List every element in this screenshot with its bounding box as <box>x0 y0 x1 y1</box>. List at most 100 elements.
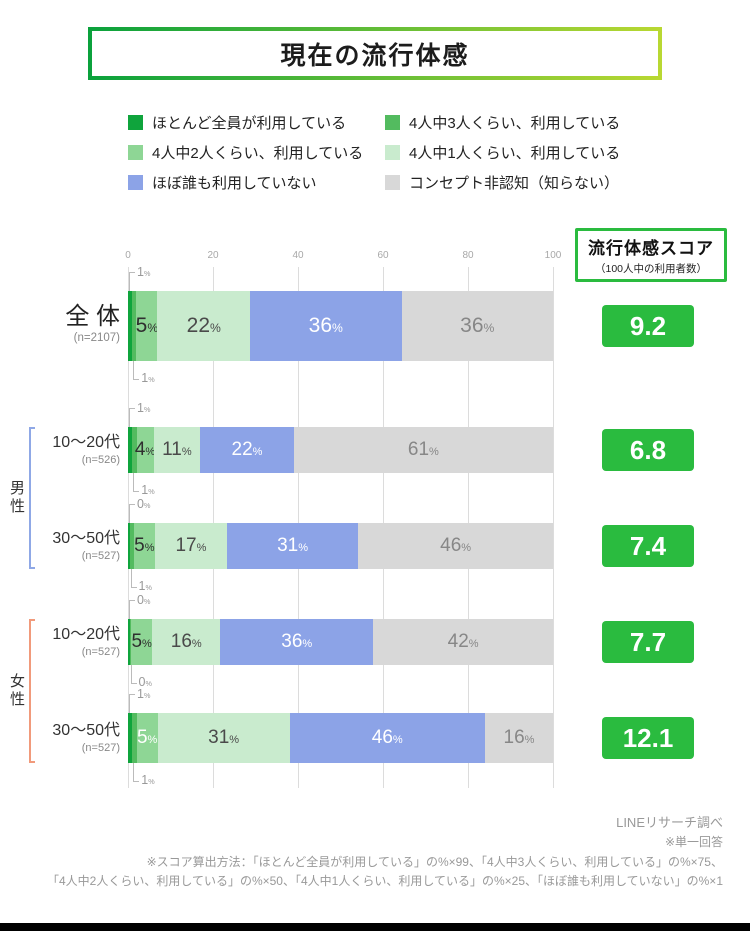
bar-row: 5% 17% 31% 46% <box>128 523 553 569</box>
row-label-text: 30〜50代 <box>52 722 120 739</box>
percent-sign: % <box>468 638 479 650</box>
legend-swatch <box>128 114 143 130</box>
group-label: 女性 <box>8 673 25 709</box>
bar-segment: 4% <box>134 427 156 473</box>
segment-value-label: 42% <box>447 631 479 652</box>
bar-segment: 5% <box>131 619 153 665</box>
row-sample-size: (n=526) <box>81 454 120 466</box>
callout-top: 1% <box>129 687 150 713</box>
bar-segment: 16% <box>152 619 221 665</box>
row-sample-size: (n=527) <box>81 550 120 562</box>
group-label: 男性 <box>8 480 25 516</box>
percent-sign: % <box>392 734 403 746</box>
bar-segment <box>128 619 130 665</box>
x-axis-tick-label: 80 <box>462 250 474 261</box>
row-label: 10〜20代 (n=527) <box>0 625 120 659</box>
bar-row: 5% 22% 36% 36% <box>128 291 553 361</box>
footer: LINEリサーチ調べ ※単一回答 ※スコア算出方法：「ほとんど全員が利用している… <box>23 812 723 892</box>
segment-value-label: 5% <box>136 727 158 748</box>
bar-row: 4% 11% 22% 61% <box>128 427 553 473</box>
callout-line <box>133 763 140 782</box>
percent-sign: % <box>191 638 202 650</box>
callout-line <box>129 272 135 291</box>
score-badge: 6.8 <box>602 429 694 471</box>
percent-sign: % <box>483 321 495 335</box>
row-sample-size: (n=527) <box>81 646 120 658</box>
score-header-subtitle: （100人中の利用者数） <box>594 263 708 275</box>
callout-line <box>133 361 140 380</box>
legend-label: ほとんど全員が利用している <box>152 114 347 132</box>
title-box-inner: 現在の流行体感 <box>92 31 658 76</box>
percent-sign: % <box>524 734 535 746</box>
bar-segment: 5% <box>136 291 158 361</box>
segment-value-label: 46% <box>440 535 472 556</box>
group-bracket <box>29 619 35 763</box>
bar-segment: 5% <box>136 713 158 763</box>
footer-source: LINEリサーチ調べ <box>616 815 723 830</box>
segment-value-label: 36% <box>460 314 495 337</box>
legend-item: ほとんど全員が利用している <box>128 112 346 132</box>
callout-bottom: 1% <box>130 569 152 593</box>
segment-value-label: 36% <box>308 314 343 337</box>
segment-value-label: 4% <box>134 439 156 460</box>
bar-segment: 11% <box>153 427 201 473</box>
row-sample-size: (n=2107) <box>73 332 120 344</box>
x-axis-tick-label: 60 <box>377 250 389 261</box>
bottom-bar <box>0 923 750 931</box>
percent-sign: % <box>143 597 151 606</box>
segment-value-label: 16% <box>503 727 535 748</box>
row-label-text: 10〜20代 <box>52 626 120 643</box>
callout-top: 1% <box>129 401 150 427</box>
bar-segment <box>132 713 137 763</box>
bar-segment <box>129 619 131 665</box>
percent-sign: % <box>210 321 221 335</box>
legend-item: コンセプト非認知（知らない） <box>385 172 619 192</box>
callout-top: 0% <box>129 593 151 619</box>
bar-segment <box>132 427 137 473</box>
bar-segment <box>128 523 130 569</box>
callout-line <box>129 694 135 713</box>
legend-label: 4人中3人くらい、利用している <box>409 114 621 132</box>
row-label: 全 体 (n=2107) <box>0 303 120 346</box>
bar-segment <box>129 523 134 569</box>
row-label-text: 全 体 <box>65 303 120 330</box>
segment-value-label: 31% <box>277 535 309 556</box>
percent-sign: % <box>229 734 240 746</box>
score-badge: 12.1 <box>602 717 694 759</box>
percent-sign: % <box>148 777 155 786</box>
percent-sign: % <box>143 269 151 278</box>
segment-value-label: 31% <box>208 727 240 748</box>
callout-line <box>129 504 135 523</box>
x-axis-tick-label: 100 <box>544 250 562 261</box>
percent-sign: % <box>298 542 309 554</box>
percent-sign: % <box>181 446 192 458</box>
percent-sign: % <box>461 542 472 554</box>
bar-segment: 16% <box>485 713 553 763</box>
bar-segment <box>128 291 133 361</box>
row-label-text: 10〜20代 <box>52 434 120 451</box>
segment-value-label: 17% <box>175 535 207 556</box>
bar-segment: 46% <box>289 713 485 763</box>
callout-line <box>129 408 135 427</box>
callout-line <box>129 600 135 619</box>
bar-segment: 17% <box>154 523 227 569</box>
row-sample-size: (n=527) <box>81 742 120 754</box>
callout-value: 1% <box>141 483 155 497</box>
legend-swatch <box>385 114 400 130</box>
legend-item: ほぼ誰も利用していない <box>128 172 317 192</box>
segment-value-label: 22% <box>231 439 263 460</box>
score-badge: 7.7 <box>602 621 694 663</box>
bar-segment <box>128 713 133 763</box>
group-bracket <box>29 427 35 569</box>
percent-sign: % <box>144 542 155 554</box>
callout-value: 1% <box>137 265 151 279</box>
score-header: 流行体感スコア （100人中の利用者数） <box>575 228 727 282</box>
percent-sign: % <box>145 446 156 458</box>
legend-label: 4人中1人くらい、利用している <box>409 144 621 162</box>
legend-swatch <box>385 144 400 160</box>
bar-segment <box>128 427 133 473</box>
x-axis-tick-label: 20 <box>207 250 219 261</box>
bar-segment: 5% <box>133 523 155 569</box>
page-title: 現在の流行体感 <box>280 41 470 70</box>
